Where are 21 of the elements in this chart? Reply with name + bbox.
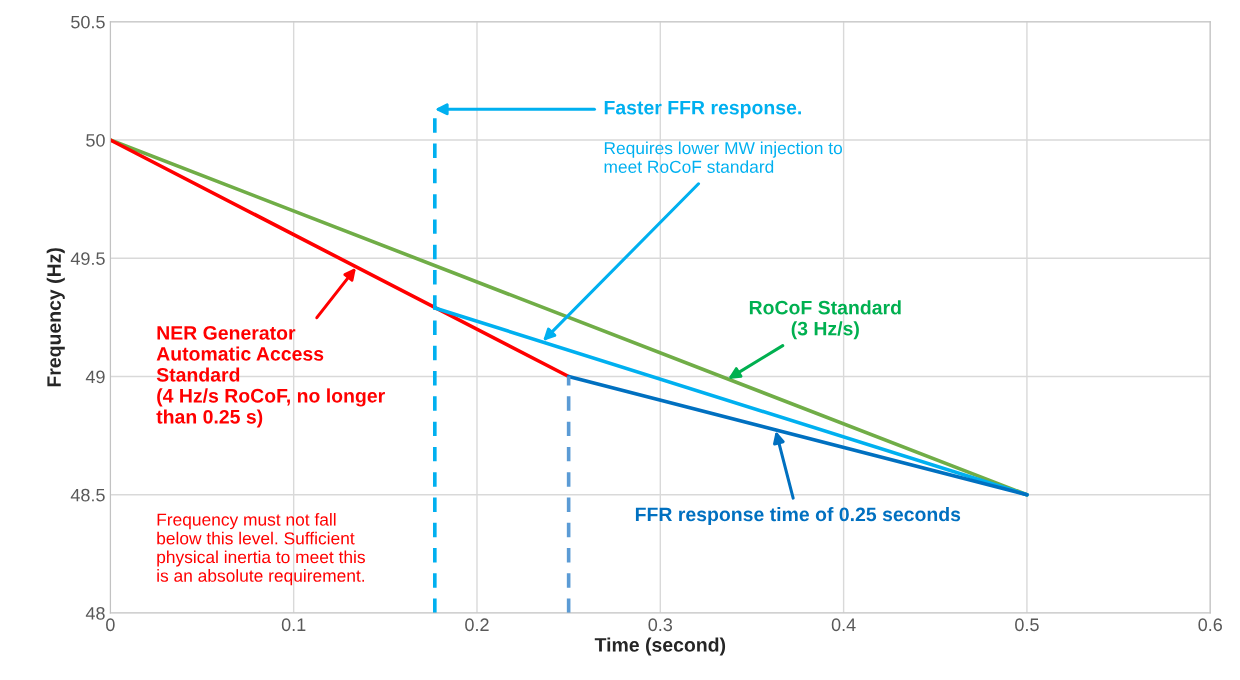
y-tick-label: 49.5: [70, 252, 105, 265]
annotation: Faster FFR response.: [604, 100, 801, 119]
x-tick-label: 0.3: [648, 618, 673, 632]
annotation: Frequency must not fall below this level. Sufficient physical inertia to meet this is an absolute requirement.: [157, 513, 365, 586]
x-tick-label: 0.1: [281, 618, 306, 632]
annotation: NER Generator Automatic Access Standard (4 Hz/s RoCoF, no longer than 0.25 s): [156, 326, 385, 428]
y-tick-label: 50: [86, 133, 105, 147]
annotation: RoCoF Standard (3 Hz/s): [749, 300, 901, 340]
x-axis-title: Time (second): [594, 637, 726, 656]
x-tick-label: 0.6: [1198, 618, 1222, 632]
y-axis-title: Frequency (Hz): [46, 248, 65, 387]
y-tick-label: 48.5: [70, 488, 105, 502]
x-tick-label: 0.4: [831, 618, 856, 632]
y-tick-label: 48: [85, 606, 105, 620]
x-tick-label: 0.2: [465, 618, 489, 632]
annotation: FFR response time of 0.25 seconds: [635, 506, 961, 526]
y-tick-label: 49: [85, 370, 105, 384]
x-tick-label: 0: [106, 618, 115, 632]
annotation: Requires lower MW injection to meet RoCoF standard: [604, 141, 843, 173]
y-tick-label: 50.5: [71, 15, 105, 29]
x-tick-label: 0.5: [1015, 618, 1039, 632]
